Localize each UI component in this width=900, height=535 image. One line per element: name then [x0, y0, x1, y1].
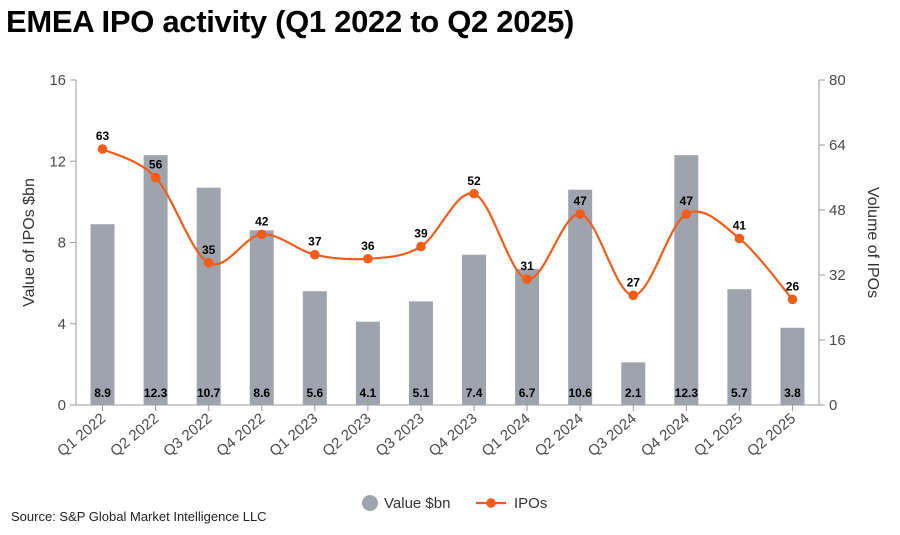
ipos-point-label: 41 [733, 218, 747, 232]
bar [727, 289, 752, 405]
bar [780, 327, 805, 405]
x-tick-label: Q1 2024 [479, 410, 534, 460]
bar-value-label: 3.8 [784, 386, 801, 400]
bar-value-label: 6.7 [519, 386, 536, 400]
ipos-point-label: 39 [414, 227, 428, 241]
y-left-tick-label: 16 [49, 72, 66, 89]
bar [249, 230, 274, 405]
x-tick-label: Q4 2023 [426, 410, 481, 460]
ipos-point [310, 249, 320, 260]
x-tick-label: Q3 2023 [373, 410, 428, 460]
y-right-tick-label: 64 [829, 137, 846, 154]
bar [302, 291, 327, 405]
ipos-point-label: 27 [627, 275, 641, 289]
y-left-tick-label: 8 [58, 235, 66, 252]
bar [143, 155, 168, 405]
legend-bar-label: Value $bn [384, 495, 450, 512]
x-tick-label: Q2 2023 [319, 410, 374, 460]
bar [90, 224, 115, 405]
bar [196, 187, 221, 405]
bar [515, 268, 540, 405]
x-tick-label: Q3 2022 [160, 410, 215, 460]
bar [408, 301, 433, 405]
bar-value-label: 4.1 [360, 386, 377, 400]
ipos-point [734, 233, 745, 244]
bar [674, 155, 699, 405]
bar-value-label: 10.7 [197, 386, 221, 400]
bar [621, 362, 646, 405]
x-tick-label: Q2 2022 [107, 410, 162, 460]
bars-group [90, 155, 805, 405]
ipos-point-label: 47 [573, 194, 587, 208]
ipos-point [256, 229, 267, 240]
bar [462, 254, 487, 405]
bar-value-label: 7.4 [466, 386, 483, 400]
chart-title: EMEA IPO activity (Q1 2022 to Q2 2025) [6, 4, 575, 39]
bar-value-label: 10.6 [568, 386, 592, 400]
x-tick-label: Q1 2025 [691, 410, 746, 460]
ipos-point [522, 274, 532, 284]
legend-group: Value $bn IPOs [362, 495, 547, 512]
y-right-tick-label: 32 [829, 267, 846, 284]
ipos-point [203, 258, 214, 268]
ipos-point-label: 47 [680, 194, 694, 208]
y-right-tick-label: 48 [829, 202, 846, 219]
legend-bar-marker [362, 495, 378, 511]
x-tick-label: Q4 2024 [638, 410, 693, 460]
bar-value-label: 8.6 [253, 386, 270, 400]
y-left-tick-label: 12 [49, 153, 66, 170]
x-tick-label: Q3 2024 [585, 410, 640, 460]
x-tick-label: Q1 2023 [266, 410, 321, 460]
ipos-point-label: 36 [361, 239, 375, 253]
y-right-tick-label: 80 [829, 72, 846, 89]
labels-group: 8.9 12.3 10.7 8.6 5.6 4.1 5.1 7.4 6.7 10.6 2.1 12.3… [94, 129, 801, 400]
y-right-axis-title: Volume of IPOs [864, 187, 881, 298]
ipos-point [575, 209, 585, 219]
bar-value-label: 8.9 [94, 386, 111, 400]
y-left-tick-label: 4 [58, 316, 66, 333]
bar-value-label: 5.7 [731, 386, 748, 400]
ipos-point-label: 52 [467, 174, 481, 188]
source-note: Source: S&P Global Market Intelligence L… [11, 509, 267, 524]
y-left-axis-title: Value of IPOs $bn [21, 178, 38, 307]
line-series-group [97, 144, 798, 305]
x-tick-label: Q4 2022 [213, 410, 268, 460]
y-right-tick-label: 16 [829, 332, 846, 349]
ipos-point [97, 144, 108, 154]
ipos-point-label: 63 [96, 129, 110, 143]
bar-value-label: 2.1 [625, 386, 642, 400]
ipos-point-label: 35 [202, 243, 216, 257]
ipos-point-label: 42 [255, 214, 269, 228]
ipos-point [416, 241, 426, 252]
bar-value-label: 12.3 [675, 386, 699, 400]
ipos-point [628, 290, 639, 301]
ipos-point [469, 188, 479, 199]
legend-line-dot [486, 498, 496, 508]
bar-value-label: 12.3 [144, 386, 168, 400]
ipos-point [150, 172, 161, 183]
y-left-tick-label: 0 [58, 397, 66, 414]
ipos-point [787, 294, 798, 305]
x-tick-label: Q2 2025 [744, 410, 799, 460]
bar-value-label: 5.1 [413, 386, 430, 400]
ipos-point-label: 56 [149, 158, 163, 172]
ipos-point-label: 37 [308, 235, 322, 249]
ipos-point-label: 26 [786, 279, 800, 293]
bar-value-label: 5.6 [306, 386, 323, 400]
x-tick-label: Q2 2024 [532, 410, 587, 460]
x-tick-label: Q1 2022 [54, 410, 109, 460]
y-right-tick-label: 0 [829, 397, 837, 414]
bar [355, 321, 380, 405]
bar [568, 189, 593, 405]
legend-line-label: IPOs [514, 495, 547, 512]
ipos-point [363, 253, 373, 264]
ipos-point-label: 31 [520, 259, 534, 273]
ipos-point [681, 209, 692, 219]
